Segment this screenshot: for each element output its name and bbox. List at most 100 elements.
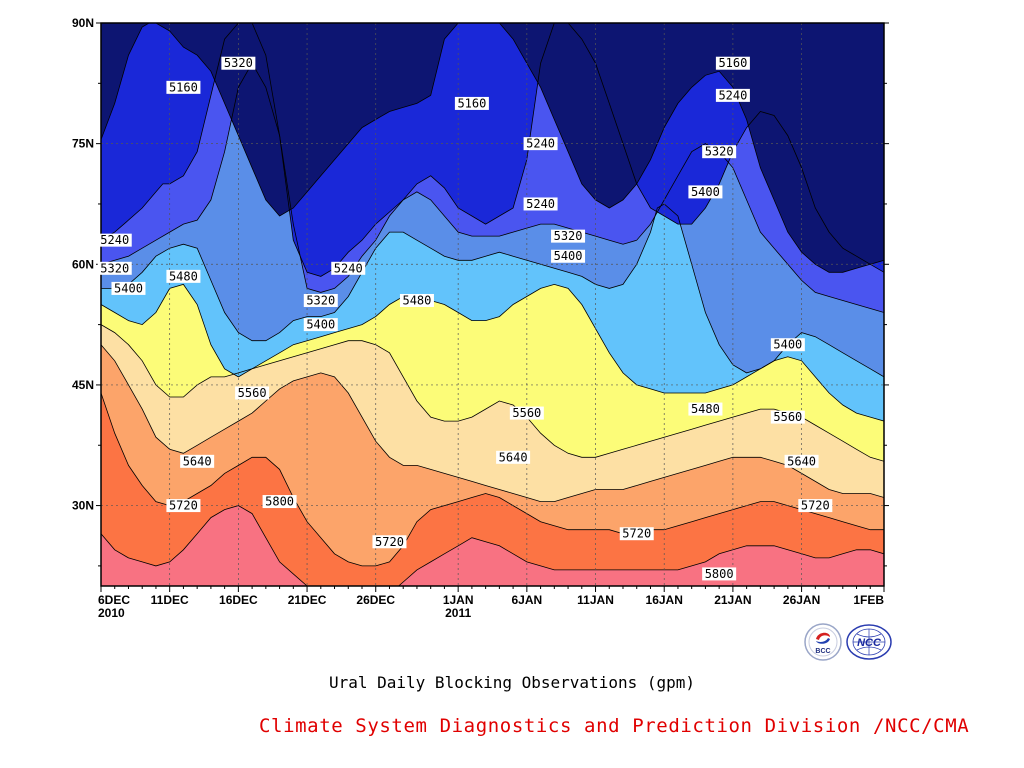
contour-label: 5800: [705, 567, 734, 581]
plot-frame: [100, 22, 885, 587]
contour-line-5720: [101, 392, 884, 567]
contour-label: 5720: [622, 527, 651, 541]
contour-label-box: [702, 145, 737, 159]
y-tick-label: 30N: [72, 499, 94, 513]
contour-label: 5480: [691, 402, 720, 416]
axis-ticks: 30N 45N 60N 75N 90N 6DEC 11DEC 16DEC 21DEC 26DEC 1…: [72, 16, 889, 620]
contour-label: 5240: [526, 197, 555, 211]
contour-label: 5480: [402, 293, 431, 307]
ncc-logo-text: NCC: [857, 637, 882, 649]
x-tick-label: 26DEC: [356, 593, 395, 607]
contour-label-box: [97, 233, 132, 247]
contour-label-box: [262, 495, 297, 509]
contour-label-box: [715, 56, 750, 70]
contour-label: 5720: [169, 499, 198, 513]
x-tick-label: 16DEC: [219, 593, 258, 607]
contour-label: 5400: [773, 338, 802, 352]
contour-label-box: [770, 338, 805, 352]
contour-label: 5400: [554, 249, 583, 263]
contour-label: 5240: [100, 233, 129, 247]
x-tick-label: 11DEC: [151, 593, 189, 607]
contour-line-5160: [101, 23, 884, 273]
y-tick-label: 60N: [72, 257, 94, 271]
x-tick-label: 21DEC: [288, 593, 327, 607]
contour-label: 5720: [375, 535, 404, 549]
contour-label-box: [688, 402, 723, 416]
contour-label-box: [702, 567, 737, 581]
contour-label: 5640: [787, 454, 816, 468]
x-year-label: 2010: [98, 606, 125, 620]
contour-label: 5640: [183, 454, 212, 468]
contour-label: 5400: [306, 318, 335, 332]
contour-label-box: [509, 406, 544, 420]
chart-caption: Ural Daily Blocking Observations (gpm): [328, 673, 696, 692]
contour-label: 5480: [169, 269, 198, 283]
contour-label: 5720: [801, 499, 830, 513]
contour-label-box: [331, 261, 366, 275]
x-tick-label: 21JAN: [714, 593, 751, 607]
contour-label: 5400: [691, 185, 720, 199]
contour-label-box: [235, 386, 270, 400]
credit-line: Climate System Diagnostics and Predictio…: [259, 715, 970, 737]
contour-label-box: [770, 410, 805, 424]
contour-line-5800: [101, 505, 884, 586]
x-tick-label: 6DEC: [98, 593, 130, 607]
band-below-5160: [101, 23, 884, 273]
contour-label-box: [399, 293, 434, 307]
contour-label: 5320: [705, 145, 734, 159]
contour-label-box: [784, 454, 819, 468]
x-year-label: 2011: [445, 606, 471, 620]
contour-label-box: [798, 499, 833, 513]
contour-label-box: [688, 185, 723, 199]
x-tick-label: 1FEB: [853, 593, 884, 607]
contour-label-box: [180, 454, 215, 468]
contour-line-5240: [101, 23, 884, 277]
contour-label-box: [111, 281, 146, 295]
contour-label: 5400: [114, 281, 143, 295]
contour-line-5480: [101, 283, 884, 422]
contour-label-box: [97, 261, 132, 275]
contour-label-box: [551, 229, 586, 243]
contour-label-box: [523, 197, 558, 211]
contour-label-box: [715, 88, 750, 102]
contour-label-box: [166, 499, 201, 513]
contour-label: 5560: [238, 386, 267, 400]
y-tick-label: 90N: [72, 16, 94, 30]
x-tick-label: 1JAN: [443, 593, 474, 607]
contour-lines: [101, 23, 884, 586]
contour-label: 5240: [526, 137, 555, 151]
contour-label: 5320: [224, 56, 253, 70]
contour-label: 5240: [334, 261, 363, 275]
contour-label-box: [454, 96, 489, 110]
bcc-logo: BCC: [804, 623, 842, 661]
x-tick-label: 11JAN: [577, 593, 614, 607]
contour-label: 5560: [773, 410, 802, 424]
x-tick-label: 6JAN: [511, 593, 542, 607]
contour-label-box: [221, 56, 256, 70]
bcc-logo-text: BCC: [815, 648, 830, 655]
contour-label-box: [166, 80, 201, 94]
contour-label-box: [303, 318, 338, 332]
contour-label: 5160: [457, 96, 486, 110]
contour-label: 5160: [169, 80, 198, 94]
contour-line-5640: [101, 344, 884, 502]
y-tick-label: 45N: [72, 378, 94, 392]
grid-lines: [101, 23, 884, 586]
y-tick-label: 75N: [72, 137, 94, 151]
contour-label: 5640: [499, 450, 528, 464]
contour-label: 5320: [306, 293, 335, 307]
contour-label-box: [496, 450, 531, 464]
contour-label-box: [303, 293, 338, 307]
contour-line-5320: [101, 62, 884, 313]
contour-label: 5800: [265, 495, 294, 509]
contour-label-box: [523, 137, 558, 151]
contour-label-box: [372, 535, 407, 549]
contour-label: 5320: [100, 261, 129, 275]
contour-line-5560: [101, 324, 884, 462]
x-tick-label: 16JAN: [646, 593, 683, 607]
contour-label: 5160: [718, 56, 747, 70]
contour-labels: 5160 5160 5160 5240 5240 5240 5240 5240 5320 5320…: [97, 56, 833, 581]
contour-label-box: [166, 269, 201, 283]
contour-label: 5320: [554, 229, 583, 243]
